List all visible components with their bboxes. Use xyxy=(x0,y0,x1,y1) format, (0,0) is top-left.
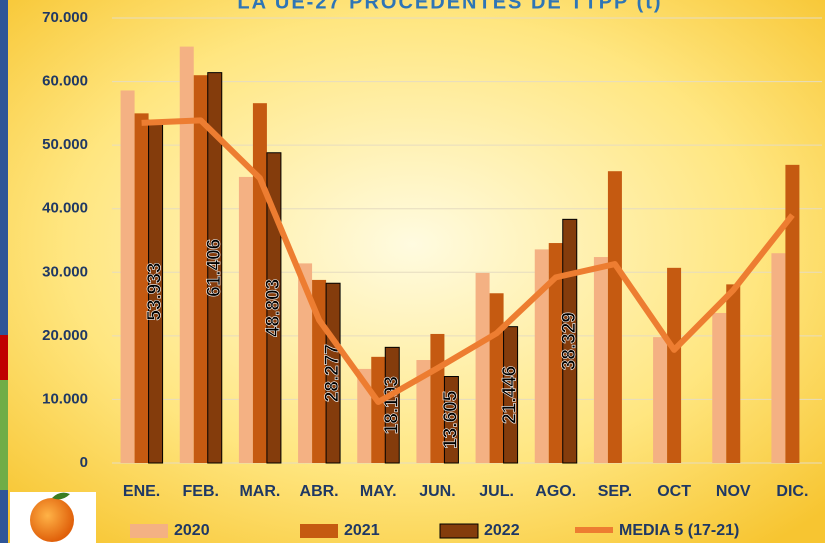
y-tick-label: 30.000 xyxy=(42,263,88,280)
x-tick-label: AGO. xyxy=(535,483,576,500)
bar xyxy=(535,249,549,463)
y-tick-label: 10.000 xyxy=(42,390,88,407)
legend-label: 2020 xyxy=(174,522,210,539)
bar xyxy=(667,268,681,463)
x-tick-label: MAR. xyxy=(239,483,280,500)
legend-label: 2022 xyxy=(484,522,520,539)
data-label: 61.406 xyxy=(204,239,225,297)
bar xyxy=(712,313,726,463)
x-tick-label: ENE. xyxy=(123,483,160,500)
bar xyxy=(726,284,740,463)
bar xyxy=(180,47,194,463)
y-tick-label: 20.000 xyxy=(42,327,88,344)
x-tick-label: FEB. xyxy=(183,483,219,500)
bar xyxy=(121,90,135,463)
x-tick-label: DIC. xyxy=(776,483,808,500)
data-label: 18.193 xyxy=(381,376,402,434)
x-tick-label: SEP. xyxy=(598,483,632,500)
x-tick-label: JUN. xyxy=(419,483,455,500)
bar xyxy=(608,171,622,463)
bar xyxy=(239,177,253,463)
y-tick-label: 50.000 xyxy=(42,136,88,153)
legend-label: 2021 xyxy=(344,522,380,539)
legend-swatch xyxy=(130,524,168,538)
orange-icon xyxy=(30,498,74,542)
x-tick-label: JUL. xyxy=(479,483,514,500)
data-label: 13.605 xyxy=(440,390,461,449)
bar xyxy=(653,337,667,463)
x-tick-label: NOV xyxy=(716,483,751,500)
y-tick-label: 40.000 xyxy=(42,200,88,217)
left-edge-red xyxy=(0,335,8,380)
left-edge-green xyxy=(0,380,8,490)
legend-swatch xyxy=(300,524,338,538)
bar xyxy=(785,165,799,463)
x-tick-label: MAY. xyxy=(360,483,397,500)
x-tick-label: OCT xyxy=(657,483,691,500)
data-label: 38.329 xyxy=(559,312,580,370)
y-tick-label: 60.000 xyxy=(42,73,88,90)
bar xyxy=(771,253,785,463)
y-tick-label: 70.000 xyxy=(42,9,88,26)
y-tick-label: 0 xyxy=(80,454,88,471)
data-label: 53.933 xyxy=(145,263,166,321)
bar xyxy=(594,257,608,463)
chart-title: LA UE-27 PROCEDENTES DE TTPP (t) xyxy=(237,0,662,13)
legend-swatch xyxy=(440,524,478,538)
bar xyxy=(476,273,490,463)
chart: LA UE-27 PROCEDENTES DE TTPP (t) 0 10.000… xyxy=(0,0,825,543)
data-label: 21.446 xyxy=(500,366,521,424)
data-label: 48.803 xyxy=(263,279,284,337)
legend-label: MEDIA 5 (17-21) xyxy=(619,522,739,539)
x-tick-label: ABR. xyxy=(300,483,339,500)
